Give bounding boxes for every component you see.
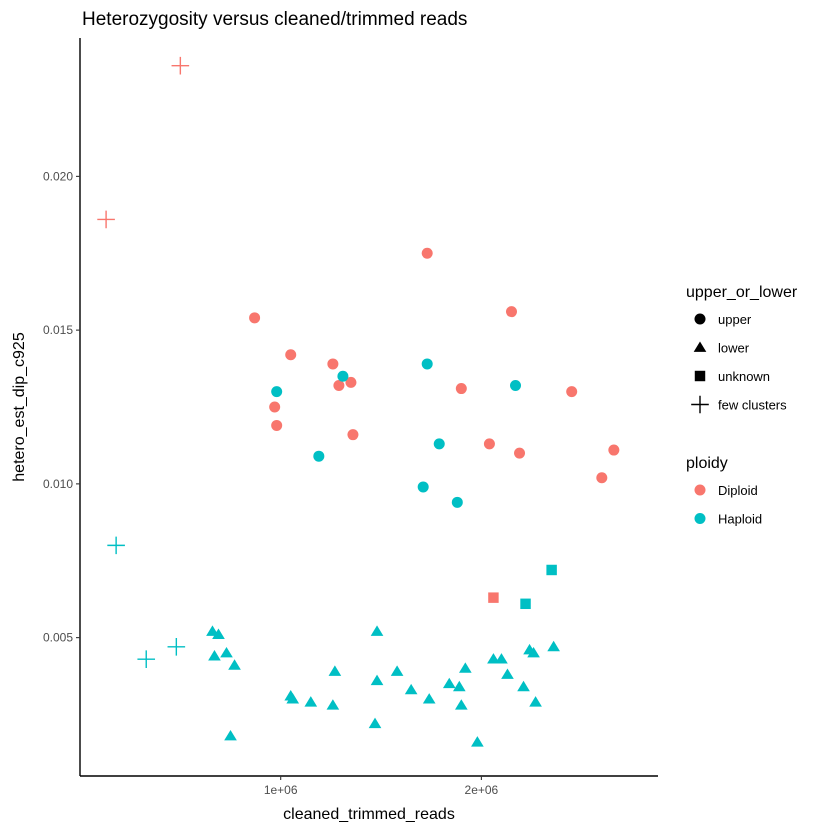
- data-point-diploid-circle: [345, 376, 357, 388]
- data-point-haploid-triangle: [501, 668, 514, 679]
- data-point-haploid-triangle: [454, 699, 468, 710]
- data-point-haploid-triangle: [368, 717, 382, 729]
- data-point-haploid-triangle: [328, 665, 342, 676]
- data-point-diploid-circle: [333, 379, 345, 391]
- legend-key-diploid: [694, 484, 706, 496]
- data-point-diploid-circle: [421, 247, 433, 259]
- points-layer: [97, 56, 620, 747]
- ticks-layer: 0.005 0.010 0.015 0.020 1e+06 2e+06: [43, 169, 499, 797]
- y-tick-label: 0.015: [43, 323, 73, 337]
- data-point-diploid-circle: [596, 472, 608, 484]
- x-tick-label: 2e+06: [465, 783, 499, 797]
- data-point-haploid-triangle: [487, 653, 500, 664]
- data-point-haploid-triangle: [527, 646, 540, 658]
- legend-label-haploid: Haploid: [718, 512, 762, 527]
- data-point-haploid-triangle: [212, 628, 225, 639]
- data-point-haploid-circle: [271, 386, 283, 398]
- data-point-haploid-circle: [417, 481, 429, 493]
- y-tick-label: 0.005: [43, 631, 73, 645]
- legend-label-triangle: lower: [718, 341, 750, 356]
- data-point-haploid-triangle: [452, 680, 466, 692]
- data-point-haploid-triangle: [326, 699, 340, 710]
- data-point-haploid-plus: [167, 638, 186, 656]
- data-point-haploid-triangle: [547, 640, 560, 652]
- data-point-haploid-triangle: [224, 729, 237, 741]
- legend-key-square: [694, 370, 706, 382]
- data-point-haploid-triangle: [459, 662, 472, 673]
- data-point-diploid-circle: [327, 358, 339, 370]
- legend-label-circle: upper: [718, 312, 752, 327]
- axes-layer: [79, 38, 658, 777]
- data-point-haploid-triangle: [442, 677, 456, 689]
- data-point-diploid-circle: [249, 312, 261, 324]
- data-point-diploid-circle: [483, 438, 495, 450]
- x-axis-title: cleaned_trimmed_reads: [283, 806, 455, 823]
- data-point-haploid-triangle: [370, 625, 384, 636]
- data-point-diploid-plus: [97, 210, 115, 229]
- legend-label-square: unknown: [718, 369, 770, 384]
- legend-key-circle: [694, 313, 706, 325]
- data-point-haploid-circle: [337, 370, 349, 382]
- data-point-haploid-plus: [107, 536, 125, 555]
- data-point-haploid-plus: [137, 650, 156, 668]
- data-point-haploid-circle: [313, 450, 325, 462]
- data-point-haploid-circle: [421, 358, 433, 370]
- y-tick-label: 0.010: [43, 477, 73, 491]
- legend-label-diploid: Diploid: [718, 483, 758, 498]
- legend-key-plus: [691, 395, 709, 414]
- chart-title: Heterozygosity versus cleaned/trimmed re…: [82, 9, 467, 30]
- data-point-haploid-circle: [451, 496, 463, 508]
- data-point-haploid-triangle: [304, 696, 318, 707]
- data-point-haploid-square: [520, 598, 531, 610]
- data-point-diploid-circle: [514, 447, 526, 459]
- data-point-haploid-circle: [510, 379, 522, 391]
- data-point-diploid-circle: [566, 386, 578, 398]
- data-point-diploid-circle: [455, 383, 467, 395]
- data-point-diploid-circle: [285, 349, 297, 361]
- data-point-haploid-triangle: [370, 674, 384, 686]
- data-point-haploid-triangle: [228, 659, 241, 670]
- data-point-haploid-triangle: [529, 696, 542, 707]
- data-point-diploid-circle: [505, 306, 517, 318]
- data-point-haploid-triangle: [517, 680, 530, 692]
- data-point-haploid-triangle: [404, 683, 418, 695]
- y-axis-title: hetero_est_dip_c925: [11, 332, 28, 482]
- data-point-haploid-triangle: [390, 665, 404, 676]
- data-point-diploid-circle: [347, 429, 359, 441]
- legend-title-ploidy: ploidy: [686, 455, 728, 472]
- data-point-haploid-triangle: [495, 653, 508, 664]
- data-point-diploid-plus: [171, 56, 190, 75]
- data-point-diploid-circle: [269, 401, 281, 413]
- data-point-diploid-circle: [271, 419, 283, 431]
- legend-key-triangle: [693, 341, 707, 352]
- data-point-haploid-triangle: [422, 693, 436, 704]
- legend-key-haploid: [694, 513, 706, 524]
- data-point-haploid-triangle: [220, 646, 233, 658]
- legend-label-plus: few clusters: [718, 398, 787, 413]
- data-point-diploid-circle: [608, 444, 620, 456]
- legend-title-shape: upper_or_lower: [686, 284, 798, 301]
- y-tick-label: 0.020: [43, 169, 73, 183]
- data-point-haploid-triangle: [286, 693, 300, 704]
- data-point-haploid-square: [546, 564, 557, 576]
- data-point-diploid-square: [488, 592, 499, 603]
- data-point-haploid-triangle: [471, 736, 484, 747]
- data-point-haploid-circle: [433, 438, 445, 450]
- x-tick-label: 1e+06: [264, 783, 298, 797]
- data-point-haploid-triangle: [208, 650, 221, 661]
